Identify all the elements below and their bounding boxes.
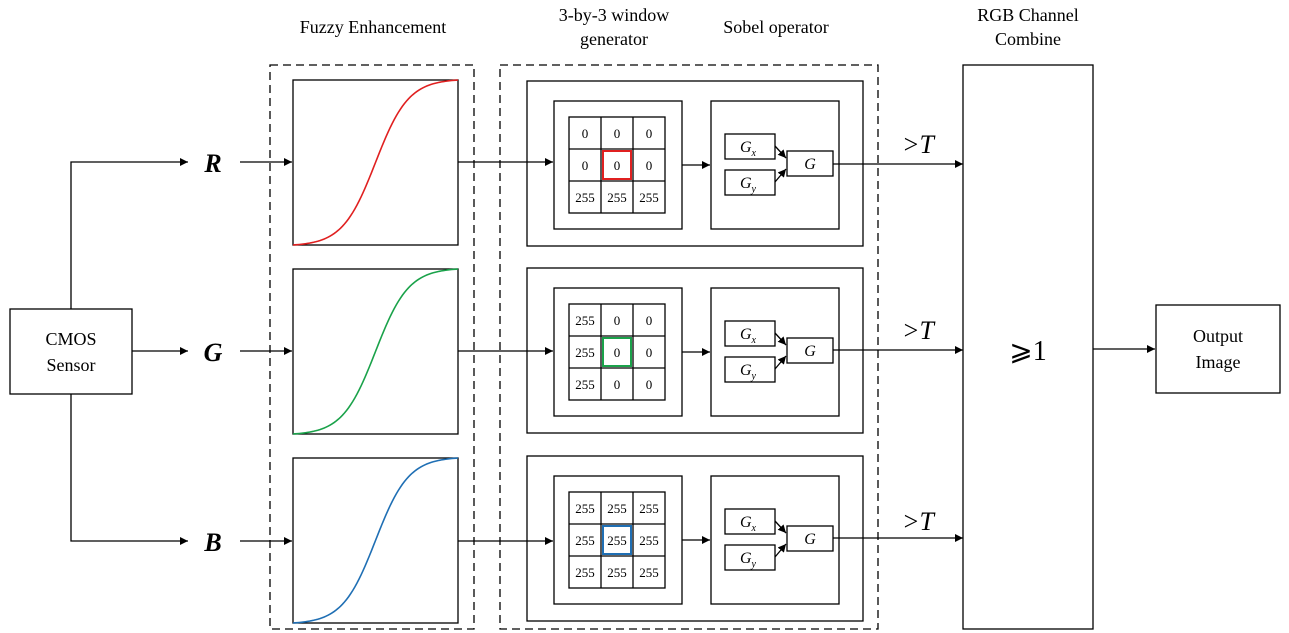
rgb-combine-block: ⩾1 — [962, 64, 1094, 630]
threshold-label: >T — [902, 130, 936, 159]
window-cell: 255 — [575, 533, 595, 548]
threshold-label: >T — [902, 316, 936, 345]
window-cell: 0 — [646, 313, 653, 328]
sensor-label-line1: CMOS — [45, 329, 96, 349]
window-cell: 0 — [614, 345, 621, 360]
window-center-highlight — [602, 525, 632, 555]
window-cell: 0 — [614, 377, 621, 392]
fuzzy-curve — [292, 457, 459, 624]
window-cell: 255 — [639, 565, 659, 580]
window-cell: 0 — [582, 158, 589, 173]
window-cell: 255 — [639, 501, 659, 516]
gy-box — [724, 169, 776, 196]
window-cell: 0 — [646, 345, 653, 360]
cmos-sensor-block: CMOS Sensor — [9, 308, 133, 395]
window-grid: 255 0 0 255 0 0 255 0 0 — [568, 303, 666, 401]
window-cell: 255 — [607, 565, 627, 580]
window-sobel-group — [499, 64, 879, 630]
gy-label: Gy — [740, 362, 757, 382]
channel-label: G — [204, 338, 223, 367]
gx-label: Gx — [740, 139, 757, 159]
channel-label: B — [203, 528, 221, 557]
window-cell: 255 — [607, 190, 627, 205]
window-cell: 0 — [646, 158, 653, 173]
sobel-operator-label: Sobel operator — [723, 17, 828, 37]
fuzzy-curve — [292, 79, 459, 246]
channel-row-b: B 255 255 255 255 255 255 255 255 255 Gx — [203, 455, 963, 624]
output-image-block: Output Image — [1155, 304, 1281, 394]
channel-label: R — [203, 149, 221, 178]
window-cell: 0 — [614, 126, 621, 141]
gy-label: Gy — [740, 550, 757, 570]
window-center-highlight — [602, 150, 632, 180]
window-cell: 0 — [646, 377, 653, 392]
fuzzy-enhancement-group — [269, 64, 475, 630]
window-cell: 0 — [614, 158, 621, 173]
g-label: G — [804, 343, 816, 360]
combine-value: ⩾1 — [1009, 336, 1046, 367]
window-cell: 255 — [575, 345, 595, 360]
window-cell: 255 — [575, 190, 595, 205]
rgb-combine-label-line1: RGB Channel — [977, 5, 1079, 25]
window-cell: 255 — [575, 313, 595, 328]
sensor-branches — [70, 158, 188, 545]
output-label-line1: Output — [1193, 326, 1243, 346]
channel-row-r: R 0 0 0 0 0 0 255 255 255 Gx Gy — [203, 79, 963, 247]
gy-box — [724, 544, 776, 571]
window-cell: 0 — [646, 126, 653, 141]
window-generator-label-line2: generator — [580, 29, 648, 49]
sensor-label-line2: Sensor — [47, 355, 96, 375]
channel-row-g: G 255 0 0 255 0 0 255 0 0 Gx Gy — [204, 267, 963, 435]
window-grid: 0 0 0 0 0 0 255 255 255 — [568, 116, 666, 214]
sobel-operator-box — [710, 100, 840, 230]
window-cell: 255 — [575, 565, 595, 580]
window-generator-label-line1: 3-by-3 window — [559, 5, 670, 25]
gy-box — [724, 356, 776, 383]
fuzzy-curve — [292, 268, 459, 435]
sobel-operator-box — [710, 475, 840, 605]
window-cell: 255 — [575, 377, 595, 392]
rgb-combine-label-line2: Combine — [995, 29, 1061, 49]
gx-label: Gx — [740, 514, 757, 534]
window-cell: 255 — [639, 533, 659, 548]
gx-label: Gx — [740, 326, 757, 346]
threshold-label: >T — [902, 507, 936, 536]
window-cell: 255 — [639, 190, 659, 205]
window-cell: 255 — [607, 501, 627, 516]
window-grid: 255 255 255 255 255 255 255 255 255 — [568, 491, 666, 589]
fuzzy-enhancement-label: Fuzzy Enhancement — [300, 17, 446, 37]
g-label: G — [804, 156, 816, 173]
window-cell: 255 — [575, 501, 595, 516]
window-cell: 255 — [607, 533, 627, 548]
gy-label: Gy — [740, 175, 757, 195]
output-label-line2: Image — [1196, 352, 1241, 372]
window-cell: 0 — [582, 126, 589, 141]
window-center-highlight — [602, 337, 632, 367]
sobel-operator-box — [710, 287, 840, 417]
g-label: G — [804, 531, 816, 548]
window-cell: 0 — [614, 313, 621, 328]
